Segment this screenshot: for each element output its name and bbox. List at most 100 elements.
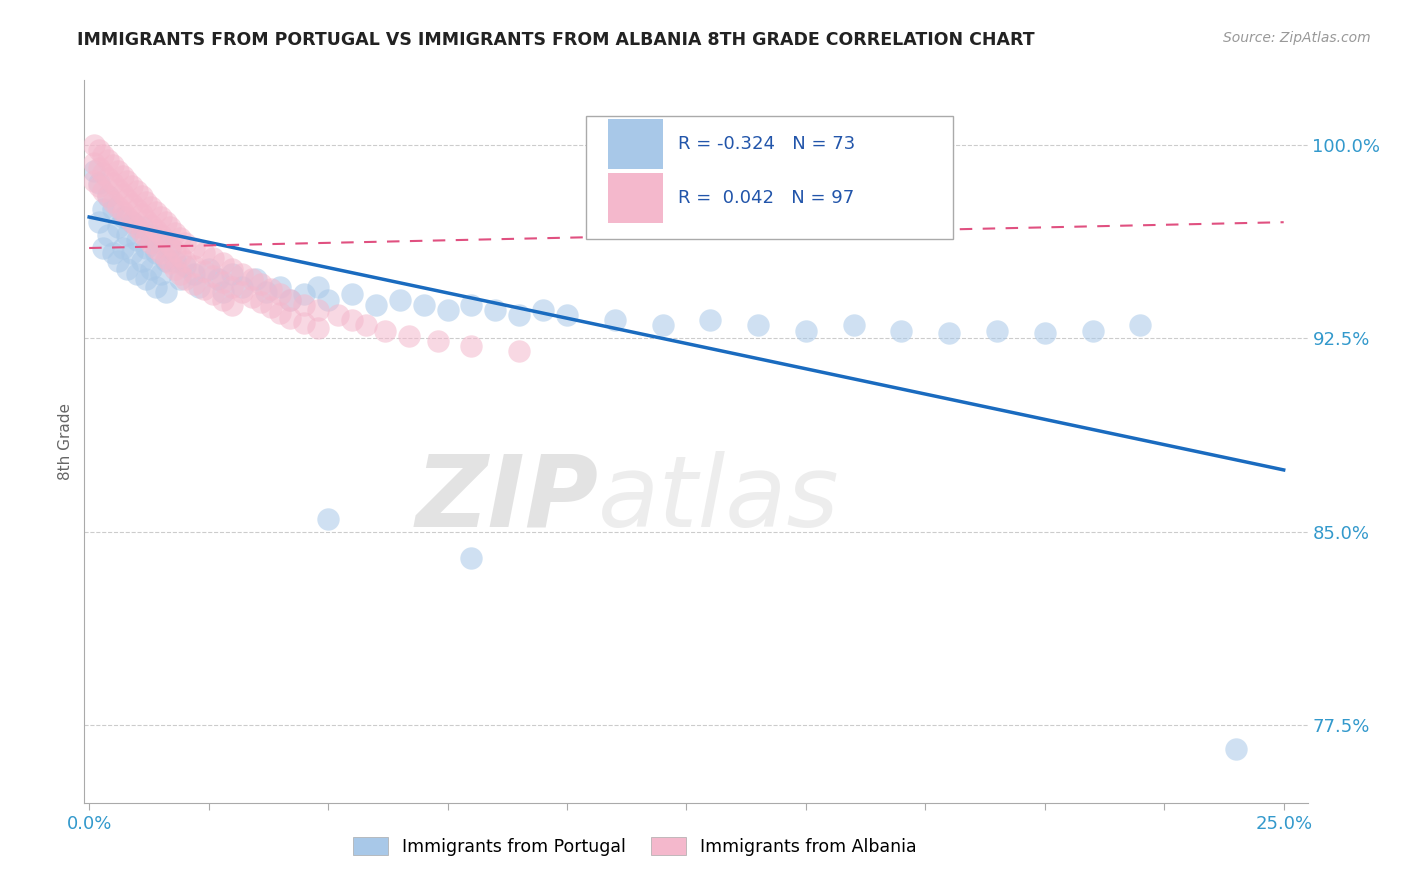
Point	[269, 305, 291, 319]
Point	[221, 298, 243, 312]
Point	[117, 210, 139, 224]
Point	[436, 302, 458, 317]
Point	[117, 261, 139, 276]
Point	[508, 344, 530, 359]
Point	[131, 207, 153, 221]
Point	[245, 272, 267, 286]
Point	[278, 310, 301, 325]
Point	[169, 272, 191, 286]
Point	[250, 295, 273, 310]
Point	[117, 174, 139, 188]
Point	[121, 179, 143, 194]
Point	[125, 267, 148, 281]
Point	[221, 279, 243, 293]
Text: R =  0.042   N = 97: R = 0.042 N = 97	[678, 189, 853, 207]
Point	[221, 261, 243, 276]
Point	[121, 246, 143, 260]
Point	[111, 210, 134, 224]
Point	[212, 293, 235, 307]
Point	[145, 223, 167, 237]
Point	[412, 298, 434, 312]
Point	[292, 298, 315, 312]
Point	[111, 186, 134, 201]
Point	[83, 163, 105, 178]
Point	[87, 161, 110, 175]
Point	[308, 321, 330, 335]
Point	[193, 282, 215, 296]
Point	[159, 238, 181, 252]
Point	[141, 218, 163, 232]
Point	[254, 285, 277, 299]
Point	[159, 220, 181, 235]
Point	[173, 235, 195, 250]
FancyBboxPatch shape	[607, 173, 664, 223]
Point	[93, 184, 115, 198]
Point	[125, 202, 148, 217]
Point	[93, 241, 115, 255]
Point	[699, 313, 721, 327]
Point	[93, 202, 115, 217]
Point	[141, 228, 163, 243]
Point	[83, 137, 105, 152]
Point	[193, 264, 215, 278]
Point	[155, 285, 177, 299]
FancyBboxPatch shape	[586, 116, 953, 239]
Legend: Immigrants from Portugal, Immigrants from Albania: Immigrants from Portugal, Immigrants fro…	[346, 830, 924, 863]
Point	[207, 272, 229, 286]
Point	[87, 177, 110, 191]
Point	[240, 272, 263, 286]
Point	[93, 166, 115, 180]
Point	[603, 313, 626, 327]
Point	[101, 158, 124, 172]
Point	[340, 313, 363, 327]
Point	[555, 308, 578, 322]
Point	[135, 241, 157, 255]
Point	[308, 302, 330, 317]
Point	[460, 298, 482, 312]
Point	[87, 215, 110, 229]
Point	[183, 277, 205, 292]
Point	[388, 293, 411, 307]
Point	[173, 254, 195, 268]
Point	[145, 279, 167, 293]
Point	[121, 215, 143, 229]
Point	[986, 324, 1008, 338]
Point	[165, 261, 187, 276]
Point	[794, 324, 817, 338]
Point	[202, 287, 225, 301]
Point	[155, 233, 177, 247]
Point	[159, 241, 181, 255]
Point	[87, 143, 110, 157]
Point	[97, 153, 120, 168]
Point	[398, 328, 420, 343]
Point	[117, 192, 139, 206]
Point	[221, 267, 243, 281]
Point	[145, 241, 167, 255]
Text: Source: ZipAtlas.com: Source: ZipAtlas.com	[1223, 31, 1371, 45]
Point	[231, 279, 253, 293]
Point	[135, 212, 157, 227]
Point	[240, 290, 263, 304]
Point	[260, 301, 283, 315]
Point	[1081, 324, 1104, 338]
Point	[135, 230, 157, 244]
Point	[149, 210, 172, 224]
Point	[183, 259, 205, 273]
Point	[145, 205, 167, 219]
Point	[340, 287, 363, 301]
Point	[97, 228, 120, 243]
Point	[149, 235, 172, 250]
Point	[107, 181, 129, 195]
Y-axis label: 8th Grade: 8th Grade	[58, 403, 73, 480]
Text: atlas: atlas	[598, 450, 839, 548]
Point	[141, 235, 163, 250]
Point	[169, 230, 191, 244]
Point	[107, 200, 129, 214]
Point	[292, 287, 315, 301]
Point	[97, 189, 120, 203]
Point	[165, 254, 187, 268]
Point	[155, 254, 177, 268]
Point	[135, 272, 157, 286]
Point	[484, 302, 506, 317]
Point	[125, 184, 148, 198]
